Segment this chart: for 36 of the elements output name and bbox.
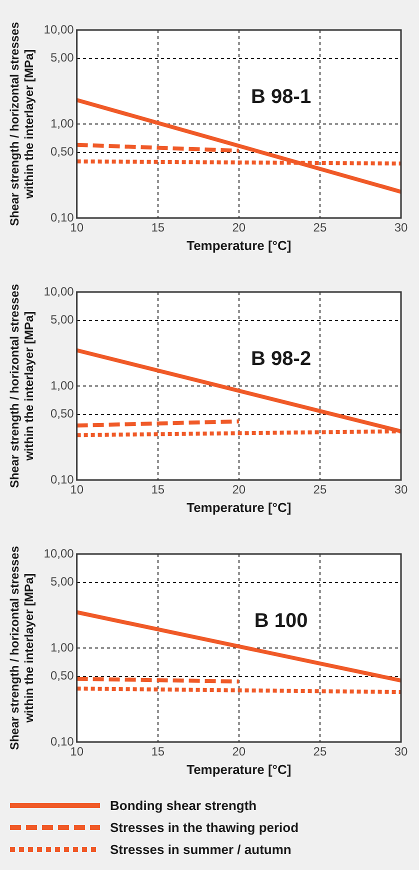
y-tick-label: 0,50 [50, 144, 74, 159]
y-axis-title: Shear strength / horizontal stresses within the interlayer [MPa] [8, 546, 36, 750]
y-tick-label: 10,00 [44, 22, 74, 36]
x-axis-title: Temperature [°C] [186, 762, 292, 777]
x-tick-label: 15 [151, 744, 165, 759]
annotation: B 100 [254, 610, 308, 632]
y-tick-label: 0,50 [50, 406, 74, 421]
y-tick-label: 1,00 [50, 116, 74, 130]
y-tick-label: 5,00 [50, 574, 74, 589]
x-axis-title: Temperature [°C] [186, 500, 292, 515]
x-tick-label: 25 [313, 744, 327, 759]
x-tick-label: 15 [151, 220, 165, 235]
x-axis-title: Temperature [°C] [186, 238, 292, 253]
x-tick-label: 30 [394, 744, 408, 759]
y-tick-label: 1,00 [50, 378, 74, 392]
y-tick-label: 1,00 [50, 640, 74, 654]
x-tick-label: 25 [313, 220, 327, 235]
y-tick-label: 5,00 [50, 50, 74, 65]
annotation: B 98-2 [251, 348, 312, 370]
x-tick-label: 20 [232, 220, 246, 235]
y-axis-title: Shear strength / horizontal stresses within the interlayer [MPa] [8, 284, 36, 488]
y-tick-label: 5,00 [50, 312, 74, 327]
legend-label: Stresses in the thawing period [110, 820, 299, 834]
x-tick-label: 30 [394, 482, 408, 497]
y-tick-label: 0,50 [50, 668, 74, 683]
x-tick-label: 30 [394, 220, 408, 235]
y-tick-label: 10,00 [44, 284, 74, 298]
x-tick-label: 20 [232, 744, 246, 759]
x-tick-label: 15 [151, 482, 165, 497]
y-tick-label: 10,00 [44, 546, 74, 560]
legend-label: Bonding shear strength [110, 798, 257, 812]
x-tick-label: 20 [232, 482, 246, 497]
annotation: B 98-1 [251, 86, 312, 108]
y-axis-title: Shear strength / horizontal stresses within the interlayer [MPa] [8, 22, 36, 226]
legend-label: Stresses in summer / autumn [110, 842, 292, 856]
x-tick-label: 25 [313, 482, 327, 497]
